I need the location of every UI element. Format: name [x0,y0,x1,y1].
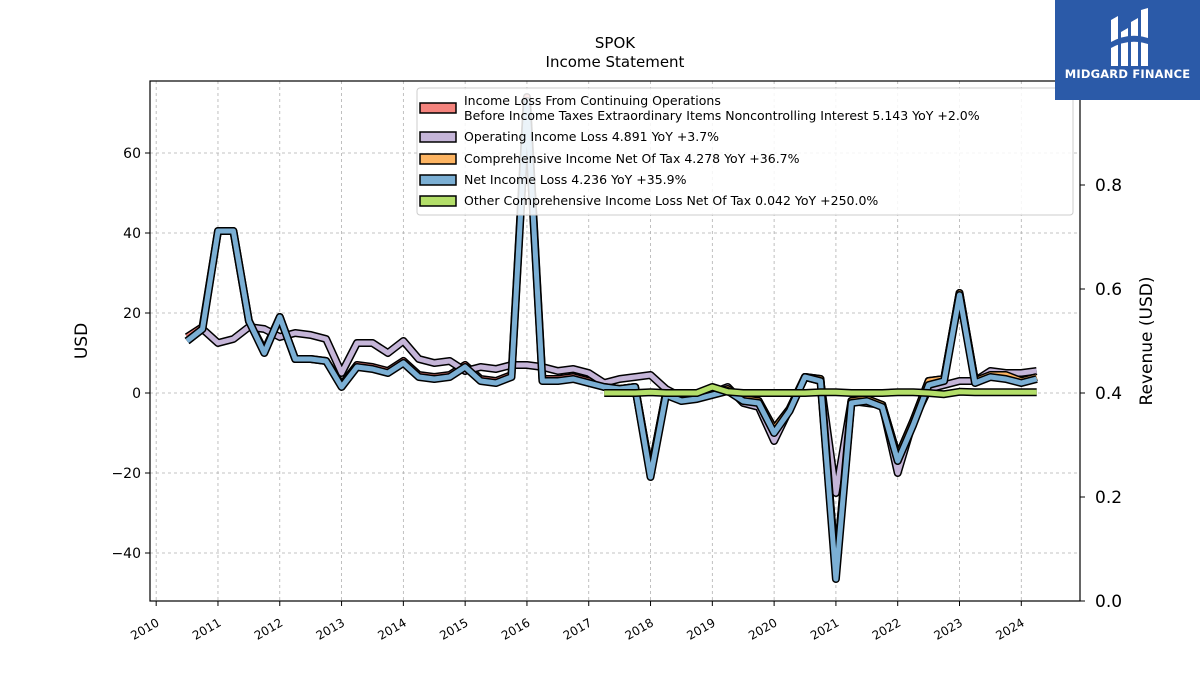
legend-label-1: Income Loss From Continuing Operations [464,93,721,108]
y-tick-label-left: 20 [123,306,141,322]
chart-title: SPOK [595,34,636,52]
x-tick-label: 2022 [870,615,903,642]
legend-swatch-1 [419,102,457,114]
x-tick-label: 2015 [437,615,470,642]
x-tick-label: 2011 [190,615,223,642]
y-tick-label-right: 0.4 [1095,384,1122,404]
x-tick-label: 2023 [932,615,965,642]
series-3-line [603,290,1038,576]
series-5-line [604,384,1037,397]
y-tick-label-right: 0.8 [1095,176,1122,196]
chart-subtitle: Income Statement [546,53,685,71]
legend-swatch-2 [419,131,457,143]
series-4-line [185,98,1038,582]
y-tick-label-left: −40 [111,546,141,562]
x-tick-label: 2024 [993,615,1026,642]
legend-label-1: Before Income Taxes Extraordinary Items … [464,108,980,123]
legend-swatch-3 [419,153,457,165]
y-axis-label-right: Revenue (USD) [1137,276,1157,405]
legend-swatch-5 [419,195,457,207]
series-2-outline [184,323,1038,497]
series-3-outline [603,289,1038,577]
x-tick-label: 2020 [746,615,779,642]
legend-label-3: Comprehensive Income Net Of Tax 4.278 Yo… [464,151,800,166]
x-axis: 2010 2011 2012 2013 2014 2015 2016 2017 2018 2019… [128,601,1027,643]
x-tick-label: 2013 [314,615,347,642]
legend-label-4: Net Income Loss 4.236 YoY +35.9% [464,172,687,187]
series-2-line [185,324,1038,496]
midgard-finance-logo: MIDGARD FINANCE [1055,0,1200,100]
legend: Income Loss From Continuing OperationsBe… [416,87,1074,216]
plot-area-frame [149,80,1081,602]
x-tick-label: 2017 [561,615,594,642]
x-tick-label: 2012 [252,615,285,642]
y-tick-label-left: 0 [132,386,141,402]
logo-text: MIDGARD FINANCE [1064,67,1191,81]
y-tick-label-right: 0.2 [1095,488,1122,508]
x-tick-label: 2021 [808,615,841,642]
y-axis-label-left: USD [72,323,92,359]
x-tick-label: 2010 [128,615,161,642]
y-tick-label-right: 0.6 [1095,280,1122,300]
legend-swatch-4 [419,174,457,186]
y-tick-label-left: −20 [111,466,141,482]
x-tick-label: 2016 [499,615,532,642]
x-tick-label: 2014 [375,615,408,642]
y-tick-label-left: 60 [123,146,141,162]
x-tick-label: 2019 [684,615,717,642]
legend-label-5: Other Comprehensive Income Loss Net Of T… [464,193,878,208]
y-axis-right: 0.0 0.2 0.4 0.6 0.8 [1080,176,1122,612]
y-axis-left: −40 −20 0 20 40 60 [111,146,150,562]
midgard-m-logo-icon [1111,8,1148,66]
legend-box [416,87,1074,216]
series-lines [184,93,1038,583]
y-tick-label-left: 40 [123,226,141,242]
x-tick-label: 2018 [623,615,656,642]
y-tick-label-right: 0.0 [1095,592,1122,612]
legend-label-2: Operating Income Loss 4.891 YoY +3.7% [464,129,719,144]
